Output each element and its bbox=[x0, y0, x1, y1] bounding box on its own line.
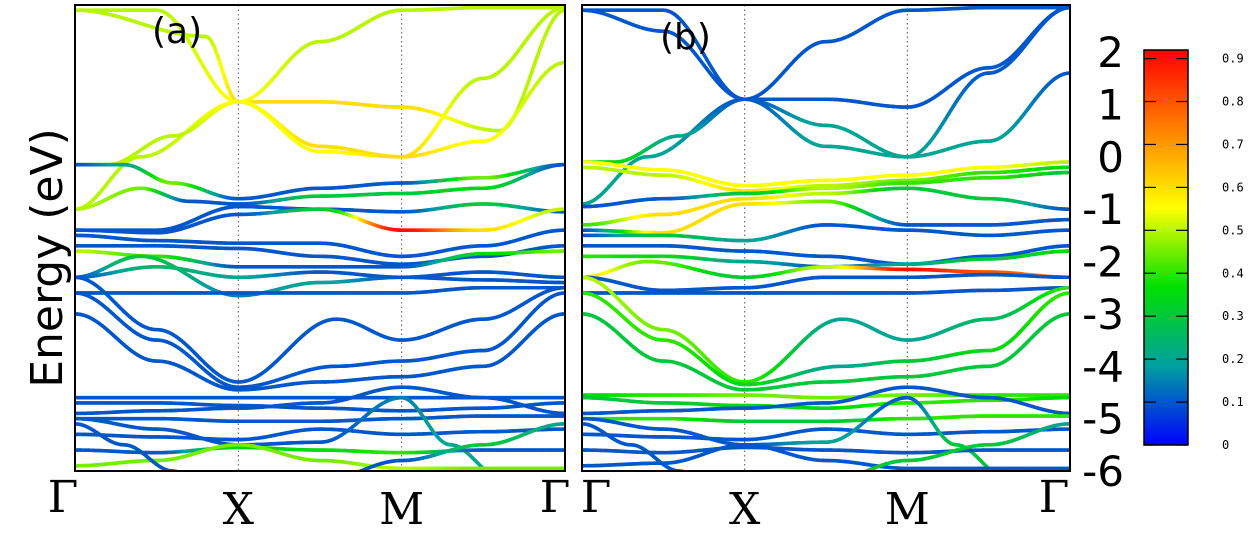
colorbar: 0.9 0.8 0.7 0.6 0.5 0.4 0.3 0.2 0.1 0 bbox=[1143, 49, 1244, 452]
colorbar-tick-label: 0.4 bbox=[1222, 266, 1244, 280]
colorbar-tick-label: 0.7 bbox=[1222, 137, 1244, 151]
band-line bbox=[582, 393, 1070, 400]
band-line bbox=[75, 427, 565, 442]
band-line bbox=[582, 414, 1070, 424]
band-line bbox=[355, 422, 565, 471]
y-axis-label: Energy (eV) bbox=[22, 128, 73, 388]
panel-a-symmetry-lines bbox=[237, 5, 403, 471]
colorbar-tick-label: 0.8 bbox=[1222, 95, 1244, 109]
band-line bbox=[582, 427, 1070, 442]
colorbar-bar bbox=[1143, 49, 1189, 446]
y-tick-label: 2 bbox=[1097, 28, 1124, 77]
panel-a-label: (a) bbox=[152, 11, 202, 52]
band-line bbox=[75, 285, 565, 295]
band-line bbox=[75, 228, 565, 259]
x-tick-label: X bbox=[729, 484, 761, 534]
x-tick-label: Γ bbox=[48, 472, 79, 523]
colorbar-tick-label: 0.3 bbox=[1222, 309, 1244, 323]
band-line bbox=[75, 275, 565, 384]
band-line bbox=[75, 5, 565, 159]
y-tick-label: -5 bbox=[1082, 395, 1124, 444]
band-line bbox=[582, 291, 1070, 387]
band-line bbox=[582, 275, 1070, 384]
y-tick-label: -2 bbox=[1082, 238, 1124, 287]
band-line bbox=[582, 5, 1070, 109]
band-line bbox=[582, 312, 1070, 392]
band-line bbox=[582, 186, 1070, 227]
band-line bbox=[582, 199, 1070, 235]
x-tick-label: X bbox=[223, 484, 255, 534]
band-line bbox=[582, 160, 1070, 188]
band-line bbox=[582, 165, 1070, 193]
band-line bbox=[582, 5, 1070, 206]
band-line bbox=[75, 385, 565, 416]
band-line bbox=[75, 445, 565, 455]
y-tick-label: -6 bbox=[1082, 447, 1124, 496]
colorbar-tick-label: 0.6 bbox=[1222, 180, 1244, 194]
band-line bbox=[582, 385, 1070, 416]
band-line bbox=[582, 422, 687, 471]
panel-b-label: (b) bbox=[660, 17, 711, 58]
panel-a-frame bbox=[74, 4, 566, 472]
colorbar-tick-label: 0.2 bbox=[1222, 352, 1244, 366]
band-line bbox=[582, 272, 1070, 293]
y-tick-label: 1 bbox=[1097, 80, 1124, 129]
panel-b: (b) Γ X M Γ bbox=[581, 4, 1071, 534]
panel-b-frame bbox=[581, 4, 1071, 472]
y-axis-ticks: 210-1-2-3-4-5-6 bbox=[1082, 28, 1124, 496]
panel-a: (a) Γ X M Γ bbox=[48, 4, 571, 534]
y-tick-label: -3 bbox=[1082, 290, 1124, 339]
x-tick-label: Γ bbox=[581, 472, 612, 523]
colorbar-tick-label: 0.5 bbox=[1222, 223, 1244, 237]
x-tick-label: Γ bbox=[1039, 472, 1070, 523]
band-line bbox=[582, 223, 1070, 243]
colorbar-tick-label: 0.1 bbox=[1222, 395, 1244, 409]
band-line bbox=[75, 414, 565, 424]
band-line bbox=[75, 443, 565, 471]
band-line bbox=[75, 249, 565, 269]
band-line bbox=[75, 291, 565, 390]
band-line bbox=[75, 8, 565, 133]
y-tick-label: -1 bbox=[1082, 185, 1124, 234]
y-tick-label: -4 bbox=[1082, 342, 1124, 391]
band-line bbox=[582, 5, 1070, 159]
band-line bbox=[75, 162, 565, 212]
band-line bbox=[75, 254, 565, 298]
band-line bbox=[582, 170, 1070, 209]
x-tick-label: M bbox=[379, 484, 424, 534]
x-tick-label: M bbox=[885, 484, 930, 534]
colorbar-tick-label: 0.9 bbox=[1222, 52, 1244, 66]
band-line bbox=[582, 445, 1070, 455]
y-tick-label: 0 bbox=[1097, 133, 1124, 182]
x-tick-label: Γ bbox=[540, 472, 571, 523]
band-line bbox=[75, 207, 565, 235]
band-line bbox=[75, 312, 565, 392]
panel-a-bands bbox=[75, 5, 565, 471]
band-line bbox=[582, 71, 1070, 164]
band-line bbox=[861, 422, 1070, 471]
colorbar-tick-label: 0 bbox=[1222, 438, 1229, 452]
band-line bbox=[582, 443, 1070, 471]
band-line bbox=[582, 249, 1070, 269]
panel-b-bands bbox=[582, 5, 1070, 471]
colorbar-ticks: 0.9 0.8 0.7 0.6 0.5 0.4 0.3 0.2 0.1 0 bbox=[1144, 52, 1244, 452]
band-line bbox=[75, 162, 565, 201]
